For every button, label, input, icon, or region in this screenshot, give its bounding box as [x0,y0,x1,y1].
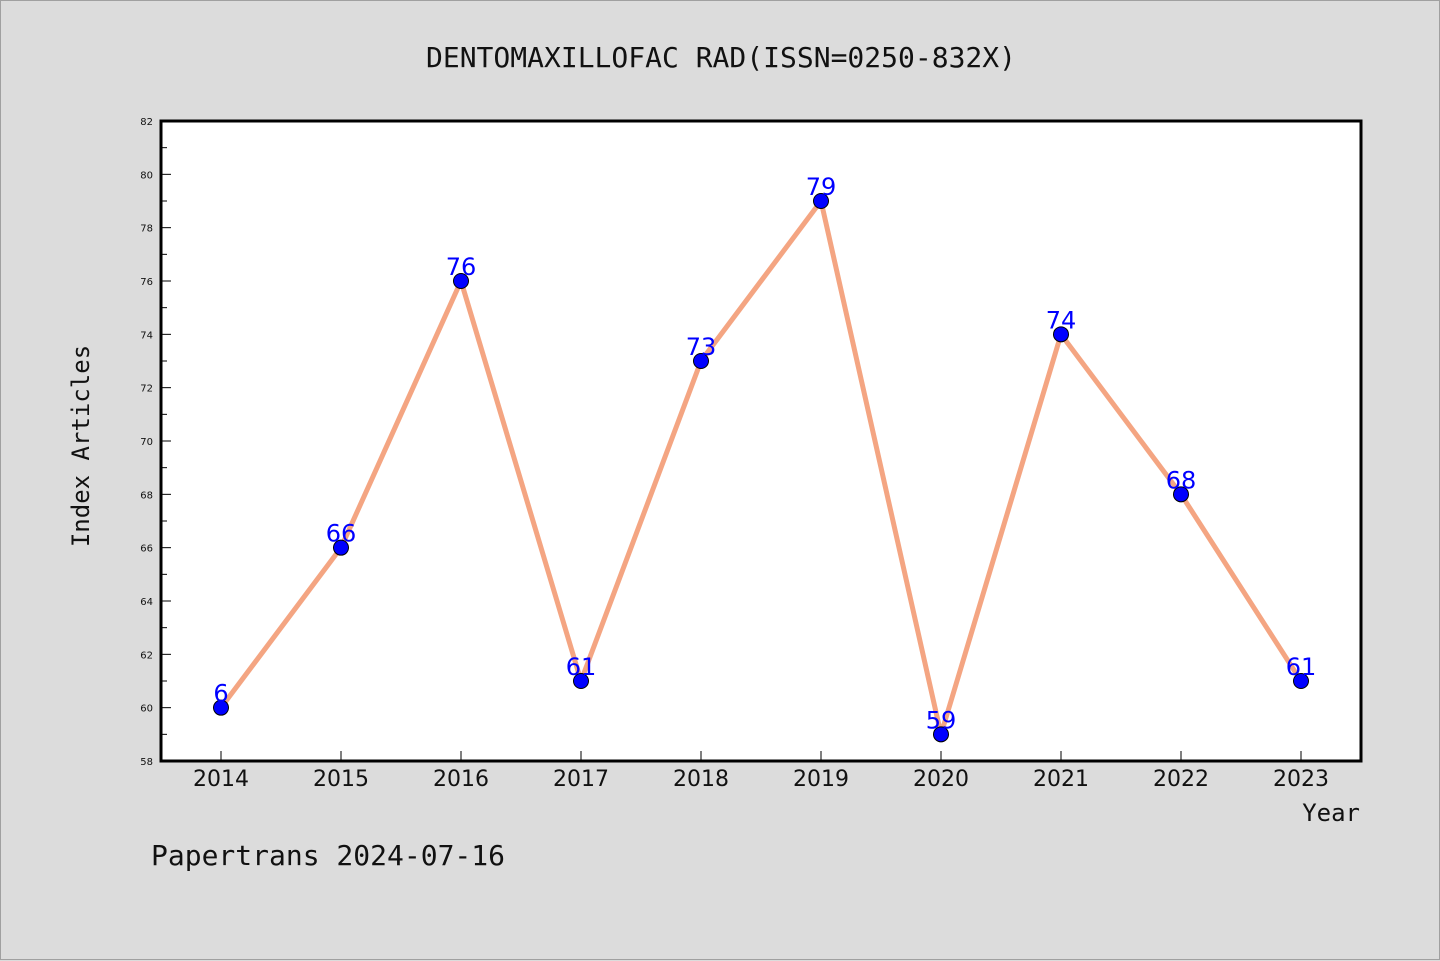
series-line [219,198,1304,737]
x-tick-label: 2018 [673,767,729,792]
y-tick-label: 74 [140,330,153,341]
data-point [1173,486,1189,503]
y-tick-label: 68 [140,490,153,501]
data-point [813,193,829,209]
data-point [693,353,709,369]
x-tick-label: 2022 [1153,767,1209,792]
x-tick-label: 2019 [793,767,849,792]
y-tick-label: 76 [140,277,153,288]
y-tick-label: 78 [140,224,153,235]
data-label: 6 [213,680,228,708]
data-label: 61 [566,653,597,681]
y-axis-label: Index Articles [67,345,95,547]
data-label: 73 [686,333,717,361]
x-tick-label: 2015 [313,767,369,792]
data-label: 74 [1046,306,1077,334]
y-tick-label: 58 [140,757,153,768]
x-tick-label: 2023 [1273,767,1329,792]
y-tick-label: 80 [140,170,153,181]
data-label: 61 [1286,653,1317,681]
y-tick-label: 70 [140,437,153,448]
data-label: 76 [446,253,477,281]
data-label: 68 [1166,466,1197,494]
data-label: 79 [806,173,837,201]
data-label: 59 [926,706,957,734]
data-point [213,699,229,716]
x-tick-label: 2021 [1033,767,1089,792]
x-axis: 2014 2015 2016 2017 2018 2019 2020 2021 2022 2023 [193,751,1329,792]
chart-title: DENTOMAXILLOFAC RAD(ISSN=0250-832X) [426,41,1016,74]
y-tick-label: 72 [140,384,153,395]
y-tick-label: 62 [140,650,153,661]
x-tick-label: 2017 [553,767,609,792]
y-tick-label: 64 [140,597,153,608]
y-axis: 58 60 62 64 66 68 70 72 74 76 78 80 82 [140,117,171,768]
data-point [1293,673,1309,689]
data-point [1053,326,1069,343]
y-tick-label: 60 [140,704,153,715]
data-point [453,273,469,289]
data-point [933,726,949,743]
series-markers [213,193,1309,743]
data-label: 66 [326,520,357,548]
plot-area [159,119,1363,763]
y-tick-label: 66 [140,544,153,555]
x-tick-label: 2020 [913,767,969,792]
footer-watermark: Papertrans 2024-07-16 [151,839,505,872]
x-tick-label: 2014 [193,767,249,792]
y-tick-label: 82 [140,117,153,128]
x-tick-label: 2016 [433,767,489,792]
x-axis-label: Year [1302,799,1360,827]
data-point [333,539,349,556]
data-point [573,673,589,689]
